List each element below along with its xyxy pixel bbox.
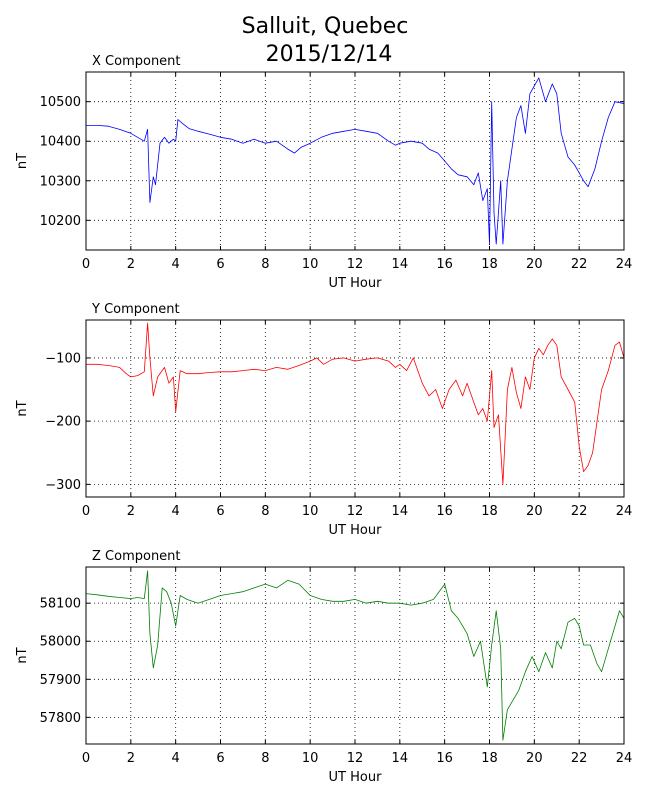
x-component-xtick-label-4: 8: [261, 257, 269, 272]
z-component-ytick-label-3: 58100: [40, 597, 81, 612]
y-component-xtick-label-9: 18: [481, 504, 498, 519]
y-component-xtick-label-11: 22: [571, 504, 588, 519]
y-component-xtick-label-1: 2: [127, 504, 135, 519]
x-component-ylabel: nT: [15, 153, 30, 169]
z-component-series-line: [85, 570, 625, 741]
z-component-title: Z Component: [92, 549, 181, 564]
x-component-xtick-label-8: 16: [436, 257, 453, 272]
x-component-xtick-label-10: 20: [526, 257, 543, 272]
x-component-xtick-label-9: 18: [481, 257, 498, 272]
y-component-series-line: [86, 322, 625, 485]
x-component-ytick-label-2: 10400: [40, 135, 81, 150]
y-component-xtick-label-2: 4: [172, 504, 180, 519]
z-component-xtick-label-9: 18: [481, 751, 498, 766]
y-component-ytick-label-1: −200: [45, 415, 81, 430]
z-component-xtick-label-2: 4: [172, 751, 180, 766]
x-component-series-line: [86, 77, 625, 245]
z-component-ylabel: nT: [15, 647, 30, 663]
z-component-ytick-label-1: 57900: [40, 673, 81, 688]
z-component-xtick-label-3: 6: [216, 751, 224, 766]
chart-title-line1: Salluit, Quebec: [242, 14, 409, 39]
y-component-xtick-label-6: 12: [347, 504, 364, 519]
x-component-ytick-label-3: 10500: [40, 95, 81, 110]
y-component-title: Y Component: [91, 302, 180, 317]
x-component-xtick-label-3: 6: [216, 257, 224, 272]
y-component-xtick-label-12: 24: [616, 504, 633, 519]
y-component-xtick-label-8: 16: [436, 504, 453, 519]
z-component-ytick-label-0: 57800: [40, 711, 81, 726]
x-component-xlabel: UT Hour: [329, 276, 383, 291]
z-component-xtick-label-10: 20: [526, 751, 543, 766]
z-component-xtick-label-1: 2: [127, 751, 135, 766]
z-component-xtick-label-8: 16: [436, 751, 453, 766]
y-component-xtick-label-10: 20: [526, 504, 543, 519]
y-component-xtick-label-4: 8: [261, 504, 269, 519]
z-component-xtick-label-0: 0: [82, 751, 90, 766]
y-component-xtick-label-5: 10: [302, 504, 319, 519]
x-component-xtick-label-1: 2: [127, 257, 135, 272]
y-component-ylabel: nT: [15, 400, 30, 416]
z-component-xtick-label-5: 10: [302, 751, 319, 766]
z-component-xtick-label-12: 24: [616, 751, 633, 766]
y-component-ytick-label-0: −300: [45, 478, 81, 493]
x-component-xtick-label-11: 22: [571, 257, 588, 272]
x-component-xtick-label-7: 14: [392, 257, 409, 272]
z-component-xtick-label-7: 14: [392, 751, 409, 766]
x-component-ytick-label-0: 10200: [40, 214, 81, 229]
x-component-xtick-label-5: 10: [302, 257, 319, 272]
y-component-xtick-label-3: 6: [216, 504, 224, 519]
x-component-ytick-label-1: 10300: [40, 174, 81, 189]
z-component-ytick-label-2: 58000: [40, 635, 81, 650]
x-component-xtick-label-2: 4: [172, 257, 180, 272]
x-component-xtick-label-0: 0: [82, 257, 90, 272]
y-component-xtick-label-7: 14: [392, 504, 409, 519]
z-component-xlabel: UT Hour: [329, 770, 383, 785]
z-component-xtick-label-6: 12: [347, 751, 364, 766]
x-component-xtick-label-6: 12: [347, 257, 364, 272]
x-component-title: X Component: [92, 54, 181, 69]
chart-title-line2: 2015/12/14: [266, 42, 393, 67]
z-component-xtick-label-11: 22: [571, 751, 588, 766]
y-component-xlabel: UT Hour: [329, 523, 383, 538]
z-component-xtick-label-4: 8: [261, 751, 269, 766]
y-component-xtick-label-0: 0: [82, 504, 90, 519]
x-component-xtick-label-12: 24: [616, 257, 633, 272]
y-component-ytick-label-2: −100: [45, 351, 81, 366]
